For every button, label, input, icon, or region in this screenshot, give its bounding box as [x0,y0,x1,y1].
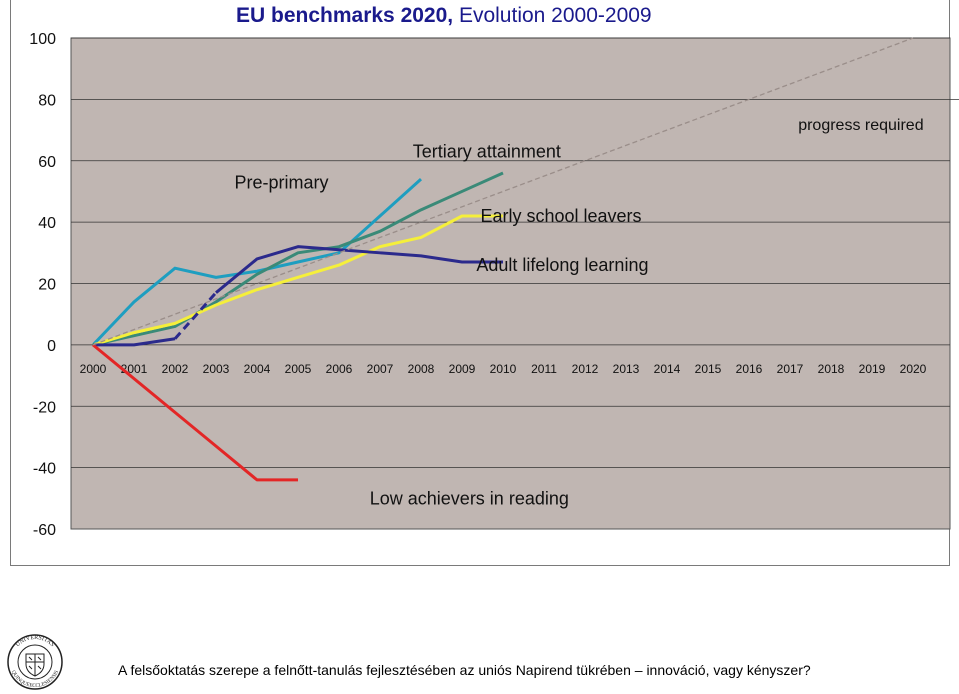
x-tick-label: 2020 [900,362,927,376]
y-tick-label: 60 [38,154,56,171]
series-label-adult-lifelong-learning: Adult lifelong learning [476,255,648,275]
y-tick-label: 100 [29,31,56,48]
series-line-pre-primary [91,178,423,346]
y-tick-label: 20 [38,277,56,294]
x-tick-label: 2000 [80,362,107,376]
x-tick-label: 2011 [531,362,557,376]
chart-title-bold: EU benchmarks 2020, [236,4,454,27]
series-label-progress-required: progress required [798,117,923,134]
x-tick-label: 2007 [367,362,394,376]
x-tick-label: 2018 [818,362,845,376]
x-tick-label: 2013 [613,362,640,376]
seal-top-text: UNIVERSITAS [15,635,55,648]
x-tick-label: 2016 [736,362,763,376]
y-tick-label: -40 [33,461,56,478]
series-line-low-achievers-in-reading [92,343,298,482]
x-tick-label: 2019 [859,362,886,376]
x-tick-label: 2001 [121,362,148,376]
y-tick-label: 80 [38,92,56,109]
x-tick-label: 2014 [654,362,681,376]
series-line-early-school-leavers [92,214,503,347]
svg-text:UNIVERSITAS: UNIVERSITAS [15,635,55,648]
series-dashed-segment-adult-lifelong-learning [173,291,218,340]
y-tick-label: 40 [38,215,56,232]
x-tick-label: 2006 [326,362,353,376]
chart-title: EU benchmarks 2020, Evolution 2000-2009 [236,4,652,28]
series-label-low-achievers-in-reading: Low achievers in reading [370,488,569,508]
footer-caption: A felsőoktatás szerepe a felnőtt-tanulás… [118,662,811,678]
x-tick-label: 2005 [285,362,312,376]
series-line-tertiary-attainment [92,171,504,347]
chart-title-rest: Evolution 2000-2009 [453,4,652,27]
x-tick-label: 2017 [777,362,804,376]
series-label-pre-primary: Pre-primary [234,172,328,192]
x-tick-label: 2015 [695,362,722,376]
x-tick-label: 2012 [572,362,599,376]
y-tick-label: -60 [33,522,56,539]
x-tick-label: 2004 [244,362,271,376]
university-seal-icon: UNIVERSITAS QUINQUEECCLESIENSIS [7,634,63,690]
x-tick-label: 2009 [449,362,476,376]
y-tick-label: -20 [33,399,56,416]
series-line-adult-lifelong-learning [215,245,503,294]
series-line-adult-lifelong-learning [93,337,176,347]
x-tick-label: 2003 [203,362,230,376]
x-tick-label: 2002 [162,362,189,376]
x-tick-label: 2008 [408,362,435,376]
series-line-progress-required [92,37,914,346]
series-label-early-school-leavers: Early school leavers [480,206,641,226]
y-tick-label: 0 [47,338,56,355]
x-tick-label: 2010 [490,362,517,376]
series-label-tertiary-attainment: Tertiary attainment [413,142,561,162]
